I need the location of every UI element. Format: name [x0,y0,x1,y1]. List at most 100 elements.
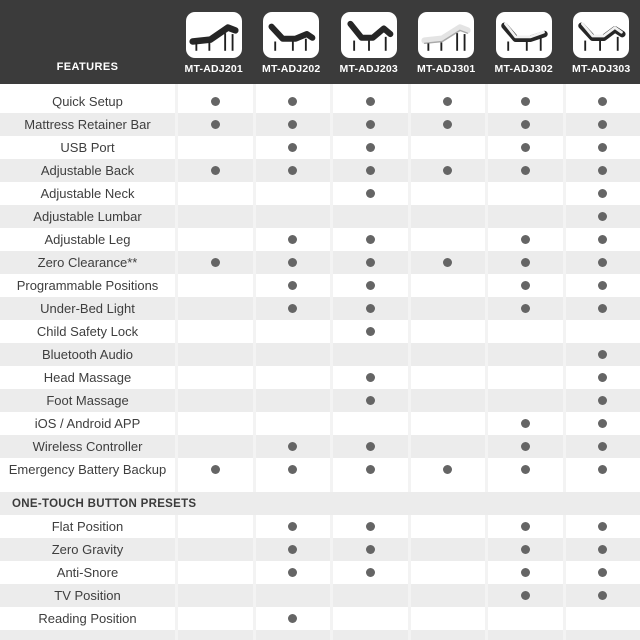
feature-label: Zero Clearance** [0,251,175,274]
availability-cell-mt-adj202 [252,320,331,343]
feature-available-dot [365,442,375,451]
availability-cell-mt-adj301 [407,607,486,630]
availability-cell-mt-adj301 [407,274,486,297]
product-header-mt-adj301: MT-ADJ301 [408,0,486,84]
availability-cell-mt-adj202 [252,251,330,274]
feature-available-dot [520,419,530,428]
product-model-label: MT-ADJ201 [184,63,243,75]
product-image-mt-adj203 [340,12,397,58]
feature-available-dot [598,465,608,474]
feature-available-dot [598,120,608,129]
feature-label: Programmable Positions [16,278,159,293]
feature-available-dot [365,143,375,152]
feature-label: Adjustable Neck [40,186,135,201]
feature-available-dot [598,568,608,577]
table-row: Child Safety Lock [0,320,640,343]
product-model-label: MT-ADJ301 [417,63,476,75]
availability-cell-mt-adj301 [407,136,486,159]
features-column-header: FEATURES [0,0,175,84]
feature-available-dot [365,465,375,474]
spacer-cell [175,630,253,640]
feature-available-dot [210,166,220,175]
product-image-mt-adj303 [573,12,630,58]
table-header: FEATURES MT-ADJ201 MT-ADJ202 MT-ADJ203 MT-A… [0,0,640,84]
spacer-cell [330,481,408,492]
feature-available-dot [210,97,220,106]
feature-available-dot [365,189,375,198]
table-row: Quick Setup [0,90,640,113]
feature-available-dot [598,419,608,428]
availability-cell-mt-adj202 [252,182,331,205]
feature-available-dot [520,522,530,531]
availability-cell-mt-adj201 [175,205,253,228]
feature-label: USB Port [60,140,115,155]
feature-available-dot [288,442,298,451]
product-model-label: MT-ADJ303 [572,63,631,75]
feature-label: Child Safety Lock [36,324,139,339]
feature-label: Wireless Controller [0,435,175,458]
availability-cell-mt-adj203 [330,584,408,607]
availability-cell-mt-adj302 [485,515,563,538]
availability-cell-mt-adj202 [252,205,330,228]
availability-cell-mt-adj201 [175,251,253,274]
table-row: Flat Position [0,515,640,538]
feature-available-dot [365,373,375,382]
feature-available-dot [520,545,530,554]
spacer-cell [252,84,331,90]
feature-available-dot [598,304,608,313]
availability-cell-mt-adj302 [485,228,563,251]
feature-available-dot [598,189,608,198]
presets-section-header: ONE-TOUCH BUTTON PRESETS [0,492,640,515]
availability-cell-mt-adj201 [175,113,253,136]
availability-cell-mt-adj201 [175,584,253,607]
feature-available-dot [520,442,530,451]
feature-available-dot [365,258,375,267]
availability-cell-mt-adj301 [407,182,486,205]
product-header-mt-adj201: MT-ADJ201 [175,0,253,84]
availability-cell-mt-adj302 [485,320,563,343]
table-row: Bluetooth Audio [0,343,640,366]
availability-cell-mt-adj303 [562,320,640,343]
feature-label: Under-Bed Light [0,297,175,320]
availability-cell-mt-adj302 [485,343,563,366]
availability-cell-mt-adj203 [330,205,408,228]
feature-label: Adjustable Back [0,159,175,182]
feature-available-dot [288,281,298,290]
feature-available-dot [598,545,608,554]
availability-cell-mt-adj303 [562,274,640,297]
availability-cell-mt-adj303 [562,90,640,113]
table-row: Mattress Retainer Bar [0,113,640,136]
table-row: Adjustable Back [0,159,640,182]
availability-cell-mt-adj301 [407,228,486,251]
table-row: iOS / Android APP [0,412,640,435]
spacer-cell [485,481,563,492]
availability-cell-mt-adj203 [330,561,408,584]
availability-cell-mt-adj302 [485,366,563,389]
spacer-cell [562,481,640,492]
feature-available-dot [288,143,298,152]
bed-icon [347,20,394,51]
availability-cell-mt-adj202 [252,136,331,159]
feature-available-dot [288,120,298,129]
availability-cell-mt-adj201 [175,435,253,458]
feature-label: Foot Massage [0,389,175,412]
feature-available-dot [443,166,453,175]
feature-available-dot [520,166,530,175]
bed-icon [189,24,239,51]
availability-cell-mt-adj301 [407,515,486,538]
availability-cell-mt-adj203 [330,435,408,458]
availability-cell-mt-adj202 [252,297,330,320]
feature-available-dot [520,568,530,577]
feature-available-dot [598,143,608,152]
feature-available-dot [598,212,608,221]
spacer-cell [252,630,330,640]
product-model-label: MT-ADJ203 [339,63,398,75]
feature-label: Mattress Retainer Bar [0,113,175,136]
feature-available-dot [288,522,298,531]
table-row: Adjustable Lumbar [0,205,640,228]
table-row: Foot Massage [0,389,640,412]
availability-cell-mt-adj301 [407,389,485,412]
bed-icon [501,22,548,51]
table-row: Zero Gravity [0,538,640,561]
feature-available-dot [598,396,608,405]
